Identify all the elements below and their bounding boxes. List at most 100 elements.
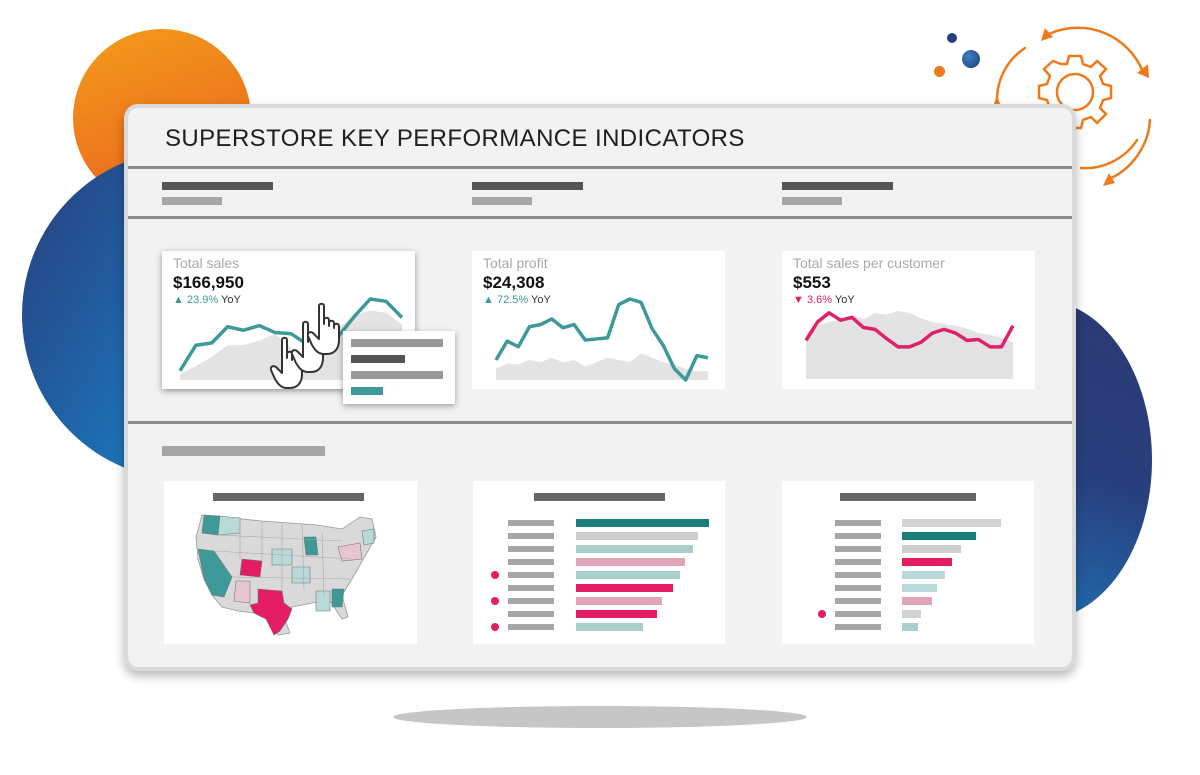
kpi-value: $166,950 xyxy=(173,273,244,292)
bar-label-placeholder xyxy=(508,624,554,630)
panel-title-placeholder xyxy=(840,493,976,501)
map-panel[interactable] xyxy=(164,481,417,644)
arrow-up-icon: ▲ xyxy=(483,294,494,306)
bar-label-placeholder xyxy=(508,611,554,617)
divider xyxy=(128,166,1072,169)
bar[interactable] xyxy=(902,571,945,579)
panel-title-placeholder xyxy=(534,493,665,501)
bar-label-placeholder xyxy=(835,611,881,617)
panel-title-placeholder xyxy=(213,493,364,501)
map-state-light-teal xyxy=(361,528,375,546)
map-state-teal xyxy=(201,514,221,536)
bar-label-placeholder xyxy=(835,598,881,604)
sparkline-line xyxy=(804,311,1015,349)
bar-label-placeholder xyxy=(835,559,881,565)
divider xyxy=(128,421,1072,424)
kpi-delta: ▲ 23.9% YoY xyxy=(173,294,241,306)
highlight-dot xyxy=(491,623,499,631)
gear-icon xyxy=(993,26,1152,186)
map-state-light-teal xyxy=(291,566,311,584)
bar-label-placeholder xyxy=(835,546,881,552)
bar[interactable] xyxy=(576,558,685,566)
bar[interactable] xyxy=(576,610,657,618)
bar[interactable] xyxy=(902,558,952,566)
bar[interactable] xyxy=(902,545,961,553)
placeholder-text-dark xyxy=(162,182,273,190)
highlight-dot xyxy=(818,610,826,618)
bar[interactable] xyxy=(902,519,1001,527)
bar-chart-panel[interactable] xyxy=(473,481,725,644)
bar-label-placeholder xyxy=(508,572,554,578)
bar-label-placeholder xyxy=(835,572,881,578)
map-state-light-pink xyxy=(233,580,251,604)
bar-label-placeholder xyxy=(835,585,881,591)
placeholder-text-dark xyxy=(472,182,583,190)
bar-label-placeholder xyxy=(508,585,554,591)
kpi-delta: ▲ 72.5% YoY xyxy=(483,294,551,306)
bar[interactable] xyxy=(576,519,709,527)
divider xyxy=(128,216,1072,219)
bar-label-placeholder xyxy=(508,520,554,526)
decorative-dot-orange xyxy=(934,66,945,77)
bar[interactable] xyxy=(902,597,932,605)
section-title-placeholder xyxy=(162,446,325,456)
bar-label-placeholder xyxy=(835,624,881,630)
chart-tooltip xyxy=(343,331,455,404)
map-state-light-teal xyxy=(217,515,241,536)
window-shadow xyxy=(393,706,807,728)
arrow-down-icon: ▼ xyxy=(793,294,804,306)
sparkline-line xyxy=(178,297,404,372)
hand-cursor-icon xyxy=(307,302,340,355)
bar-label-placeholder xyxy=(508,546,554,552)
us-map[interactable] xyxy=(192,507,392,639)
sparkline-chart xyxy=(804,311,1015,379)
bar-label-placeholder xyxy=(508,598,554,604)
map-state-teal xyxy=(331,588,345,608)
bar-label-placeholder xyxy=(508,533,554,539)
kpi-value: $24,308 xyxy=(483,273,545,292)
arrow-up-icon: ▲ xyxy=(173,294,184,306)
bar-label-placeholder xyxy=(835,520,881,526)
map-state-light-pink xyxy=(337,542,363,562)
kpi-delta: ▼ 3.6% YoY xyxy=(793,294,855,306)
kpi-card-sales-per-customer[interactable]: Total sales per customer $553 ▼ 3.6% YoY xyxy=(782,251,1035,389)
kpi-value: $553 xyxy=(793,273,831,292)
tooltip-bar xyxy=(351,339,443,347)
kpi-label: Total sales per customer xyxy=(793,255,945,271)
placeholder-text-light xyxy=(782,197,842,205)
highlight-dot xyxy=(491,597,499,605)
map-state-teal xyxy=(303,536,319,556)
map-state-highlight xyxy=(249,588,293,636)
bar[interactable] xyxy=(576,532,698,540)
bar[interactable] xyxy=(902,584,937,592)
bar[interactable] xyxy=(576,584,673,592)
tooltip-bar xyxy=(351,387,383,395)
highlight-dot xyxy=(491,571,499,579)
placeholder-text-light xyxy=(162,197,222,205)
bar[interactable] xyxy=(576,571,680,579)
bar[interactable] xyxy=(902,532,976,540)
kpi-label: Total sales xyxy=(173,255,240,271)
placeholder-text-light xyxy=(472,197,532,205)
bar[interactable] xyxy=(576,597,662,605)
kpi-label: Total profit xyxy=(483,255,548,271)
bar[interactable] xyxy=(902,623,918,631)
sparkline-chart xyxy=(494,297,709,382)
bar[interactable] xyxy=(576,623,643,631)
placeholder-text-dark xyxy=(782,182,893,190)
tooltip-bar xyxy=(351,355,405,363)
bar-label-placeholder xyxy=(508,559,554,565)
bar-chart-panel[interactable] xyxy=(782,481,1034,644)
tooltip-bar xyxy=(351,371,443,379)
kpi-card-total-profit[interactable]: Total profit $24,308 ▲ 72.5% YoY xyxy=(472,251,725,389)
decorative-dot-blue xyxy=(962,50,980,68)
bar[interactable] xyxy=(576,545,693,553)
sparkline-area xyxy=(496,353,708,380)
decorative-dot-small xyxy=(947,33,957,43)
map-state-light-teal xyxy=(315,590,331,612)
sparkline-line xyxy=(494,297,709,382)
page-title: SUPERSTORE KEY PERFORMANCE INDICATORS xyxy=(165,125,745,152)
map-state-highlight xyxy=(239,558,263,578)
bar[interactable] xyxy=(902,610,921,618)
bar-label-placeholder xyxy=(835,533,881,539)
